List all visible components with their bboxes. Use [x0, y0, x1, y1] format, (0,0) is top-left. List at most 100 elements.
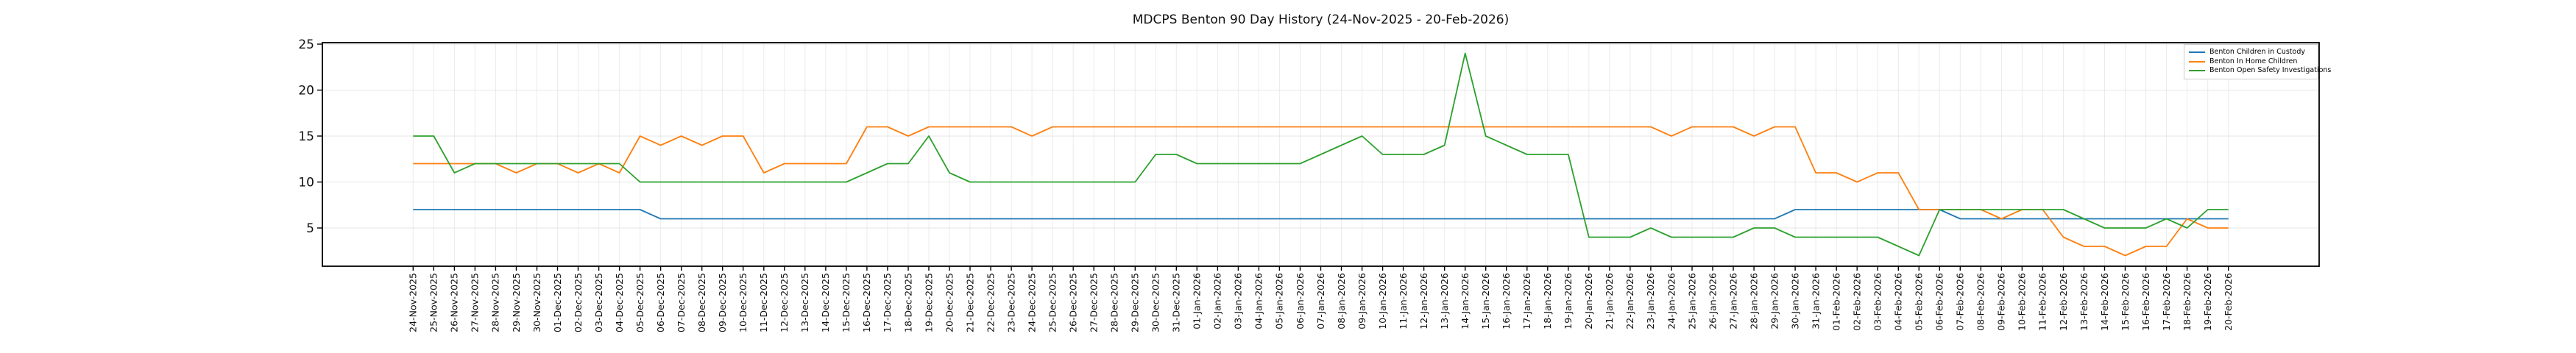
- legend-item: Benton In Home Children: [2189, 57, 2313, 67]
- x-tick-label: 29-Jan-2026: [1769, 273, 1780, 329]
- x-tick-label: 05-Jan-2026: [1274, 273, 1285, 329]
- x-tick-label: 03-Dec-2025: [593, 273, 604, 332]
- x-tick-label: 28-Nov-2025: [490, 273, 501, 332]
- x-tick-label: 09-Feb-2026: [1996, 273, 2007, 331]
- x-tick-label: 30-Jan-2026: [1789, 273, 1800, 329]
- x-tick-label: 05-Dec-2025: [634, 273, 645, 332]
- x-tick-label: 27-Dec-2025: [1089, 273, 1100, 332]
- legend-label: Benton In Home Children: [2209, 57, 2298, 65]
- x-tick-label: 06-Jan-2026: [1295, 273, 1306, 329]
- series-line-benton-in-home-children: [413, 126, 2229, 257]
- x-tick-label: 14-Feb-2026: [2099, 273, 2110, 331]
- x-tick-label: 10-Jan-2026: [1377, 273, 1388, 329]
- x-tick-label: 26-Dec-2025: [1068, 273, 1079, 332]
- y-tick-label: 10: [298, 176, 314, 190]
- x-tick-label: 18-Jan-2026: [1542, 273, 1553, 329]
- x-tick-label: 02-Feb-2026: [1852, 273, 1863, 331]
- x-tick-label: 07-Jan-2026: [1315, 273, 1326, 329]
- x-tick-label: 27-Jan-2026: [1727, 273, 1738, 329]
- x-tick-label: 13-Feb-2026: [2078, 273, 2090, 331]
- x-tick-label: 26-Jan-2026: [1707, 273, 1718, 329]
- x-tick-label: 10-Feb-2026: [2017, 273, 2028, 331]
- x-tick-label: 02-Jan-2026: [1212, 273, 1223, 329]
- y-tick-label: 25: [298, 38, 314, 52]
- legend: Benton Children in Custody Benton In Home…: [2184, 44, 2331, 79]
- legend-item: Benton Children in Custody: [2189, 48, 2313, 57]
- x-tick-label: 01-Feb-2026: [1831, 273, 1842, 331]
- x-tick-label: 21-Dec-2025: [964, 273, 975, 332]
- x-tick-label: 18-Feb-2026: [2182, 273, 2193, 331]
- x-tick-label: 01-Dec-2025: [552, 273, 563, 332]
- x-tick-label: 29-Dec-2025: [1130, 273, 1141, 332]
- legend-swatch: [2189, 51, 2205, 54]
- x-tick-label: 04-Dec-2025: [614, 273, 625, 332]
- x-tick-label: 19-Dec-2025: [923, 273, 934, 332]
- x-tick-label: 17-Feb-2026: [2161, 273, 2172, 331]
- x-tick-label: 18-Dec-2025: [902, 273, 913, 332]
- x-tick-label: 09-Jan-2026: [1356, 273, 1367, 329]
- x-tick-label: 17-Dec-2025: [882, 273, 893, 332]
- y-tick-label: 20: [298, 84, 314, 99]
- legend-item: Benton Open Safety Investigations: [2189, 66, 2331, 76]
- x-tick-label: 16-Feb-2026: [2140, 273, 2151, 331]
- x-tick-label: 28-Dec-2025: [1109, 273, 1120, 332]
- x-tick-label: 13-Jan-2026: [1439, 273, 1450, 329]
- x-tick-label: 23-Dec-2025: [1005, 273, 1016, 332]
- x-tick-label: 04-Jan-2026: [1253, 273, 1264, 329]
- legend-swatch: [2189, 60, 2205, 63]
- x-tick-label: 23-Jan-2026: [1645, 273, 1656, 329]
- x-tick-label: 13-Dec-2025: [799, 273, 810, 332]
- x-tick-label: 31-Jan-2026: [1810, 273, 1821, 329]
- y-tick-label: 5: [306, 221, 314, 236]
- x-tick-label: 14-Jan-2026: [1459, 273, 1471, 329]
- x-tick-label: 30-Dec-2025: [1150, 273, 1161, 332]
- x-tick-label: 21-Jan-2026: [1604, 273, 1615, 329]
- x-tick-label: 24-Jan-2026: [1666, 273, 1677, 329]
- x-tick-label: 28-Jan-2026: [1748, 273, 1759, 329]
- x-tick-label: 27-Nov-2025: [470, 273, 481, 332]
- x-tick-label: 24-Nov-2025: [408, 273, 419, 332]
- x-tick-label: 29-Nov-2025: [511, 273, 522, 332]
- x-tick-label: 26-Nov-2025: [449, 273, 460, 332]
- x-tick-label: 30-Nov-2025: [531, 273, 542, 332]
- x-tick-label: 12-Dec-2025: [779, 273, 790, 332]
- x-tick-label: 06-Dec-2025: [655, 273, 666, 332]
- x-tick-label: 05-Feb-2026: [1914, 273, 1925, 331]
- x-tick-label: 07-Feb-2026: [1955, 273, 1966, 331]
- x-tick-label: 14-Dec-2025: [820, 273, 831, 332]
- plot-border: [322, 42, 2320, 267]
- x-tick-label: 08-Jan-2026: [1336, 273, 1347, 329]
- x-tick-label: 07-Dec-2025: [676, 273, 687, 332]
- x-tick-label: 10-Dec-2025: [737, 273, 749, 332]
- x-tick-label: 20-Feb-2026: [2223, 273, 2234, 331]
- x-tick-label: 17-Jan-2026: [1521, 273, 1532, 329]
- x-tick-label: 02-Dec-2025: [573, 273, 584, 332]
- chart-title: MDCPS Benton 90 Day History (24-Nov-2025…: [1132, 13, 1510, 27]
- x-tick-label: 12-Jan-2026: [1418, 273, 1429, 329]
- x-tick-label: 03-Jan-2026: [1233, 273, 1244, 329]
- x-tick-label: 22-Dec-2025: [985, 273, 996, 332]
- x-tick-label: 03-Feb-2026: [1872, 273, 1883, 331]
- x-tick-label: 01-Jan-2026: [1192, 273, 1203, 329]
- x-tick-label: 19-Jan-2026: [1563, 273, 1574, 329]
- x-tick-label: 12-Feb-2026: [2058, 273, 2069, 331]
- legend-label: Benton Children in Custody: [2209, 48, 2305, 56]
- y-tick-label: 15: [298, 129, 314, 144]
- x-tick-label: 16-Jan-2026: [1501, 273, 1512, 329]
- x-tick-label: 15-Jan-2026: [1480, 273, 1491, 329]
- x-tick-label: 31-Dec-2025: [1171, 273, 1182, 332]
- x-tick-label: 09-Dec-2025: [717, 273, 728, 332]
- x-tick-label: 16-Dec-2025: [861, 273, 872, 332]
- x-tick-label: 25-Nov-2025: [428, 273, 439, 332]
- x-tick-label: 20-Jan-2026: [1583, 273, 1594, 329]
- x-tick-label: 11-Feb-2026: [2037, 273, 2048, 331]
- x-tick-label: 24-Dec-2025: [1026, 273, 1037, 332]
- x-tick-label: 25-Jan-2026: [1686, 273, 1697, 329]
- x-tick-label: 04-Feb-2026: [1893, 273, 1904, 331]
- x-tick-label: 22-Jan-2026: [1624, 273, 1635, 329]
- legend-swatch: [2189, 70, 2205, 72]
- x-tick-label: 25-Dec-2025: [1047, 273, 1058, 332]
- x-tick-label: 11-Jan-2026: [1398, 273, 1409, 329]
